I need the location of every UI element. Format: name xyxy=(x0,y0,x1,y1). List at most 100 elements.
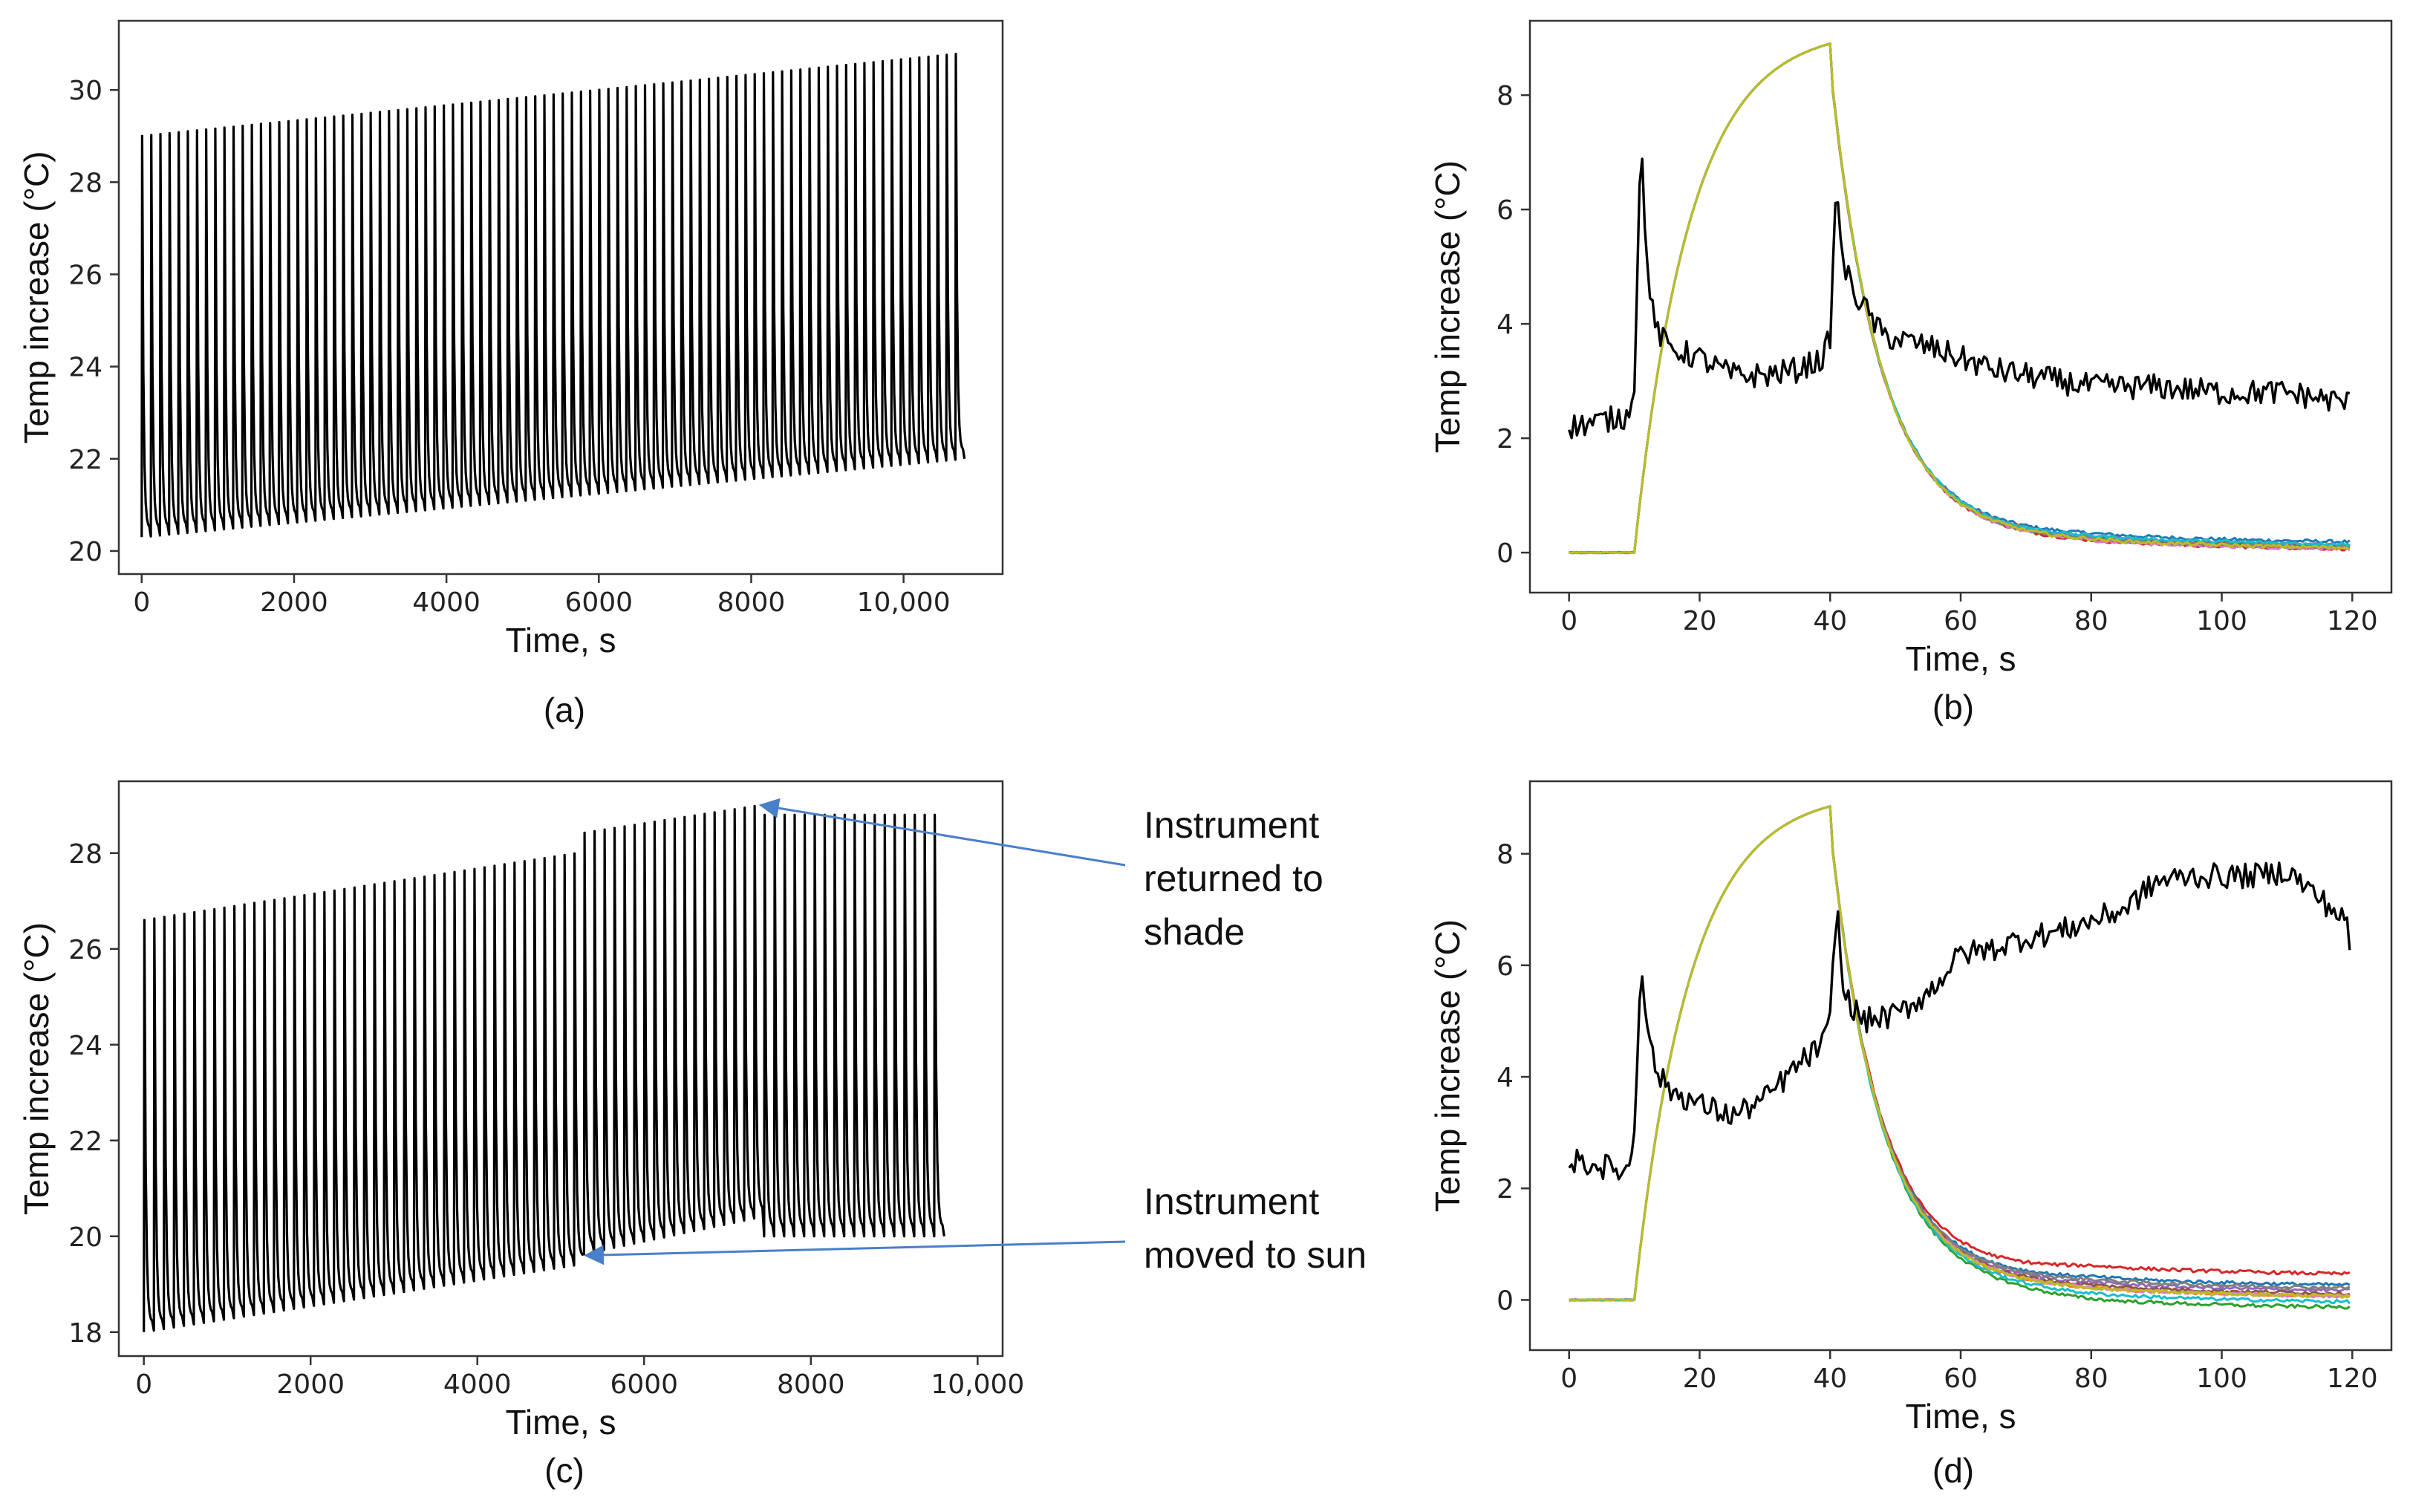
x-tick-label: 60 xyxy=(1944,606,1978,636)
plot-frame xyxy=(1528,19,2393,594)
x-axis-label: Time, s xyxy=(1905,639,2016,678)
panel-caption: (b) xyxy=(1932,688,1974,726)
reference-series-line xyxy=(1568,861,2351,1181)
x-tick-label: 20 xyxy=(1683,606,1717,636)
y-tick-label: 26 xyxy=(68,935,102,965)
series-line xyxy=(140,53,966,538)
series-line xyxy=(1569,42,2351,555)
panel-b: 0 20 40 60 80 100 120 0 2 4 6 8 Time, s Temp increase… xyxy=(1428,19,2393,726)
series-line xyxy=(1569,805,2351,1302)
panel-caption: (c) xyxy=(544,1451,584,1490)
annotation-text: shade xyxy=(1144,911,1245,953)
annotation-text: Instrument xyxy=(1144,804,1319,846)
series-line xyxy=(1569,42,2350,555)
x-tick-label: 120 xyxy=(2327,1363,2378,1394)
panel-caption: (d) xyxy=(1932,1451,1974,1490)
y-axis-label: Temp increase (°C) xyxy=(1428,160,1467,453)
series-line xyxy=(1569,42,2351,555)
y-tick-label: 0 xyxy=(1497,1285,1514,1316)
series-line xyxy=(1569,805,2351,1302)
y-tick-label: 28 xyxy=(68,839,102,870)
series-line xyxy=(1569,42,2351,555)
y-tick-label: 22 xyxy=(68,1127,102,1157)
y-tick-label: 8 xyxy=(1497,840,1514,870)
x-tick-label: 4000 xyxy=(412,587,481,618)
series-line xyxy=(1569,805,2351,1302)
reference-series-line xyxy=(1568,157,2350,440)
annotation-moved-to-sun: Instrument moved to sun xyxy=(583,1181,1367,1276)
series-line xyxy=(1569,42,2351,555)
series-line xyxy=(1569,42,2351,555)
y-tick-label: 20 xyxy=(68,537,102,567)
x-axis-label: Time, s xyxy=(505,1403,616,1441)
x-tick-label: 120 xyxy=(2327,606,2378,636)
y-tick-label: 2 xyxy=(1497,1174,1514,1205)
y-axis-label: Temp increase (°C) xyxy=(17,922,56,1215)
x-tick-label: 20 xyxy=(1683,1363,1717,1394)
series-line xyxy=(1569,805,2351,1302)
plot-frame xyxy=(117,780,1004,1358)
annotation-returned-to-shade: Instrument returned to shade xyxy=(758,798,1323,953)
x-tick-label: 0 xyxy=(133,587,150,618)
y-tick-label: 2 xyxy=(1497,424,1514,454)
y-tick-label: 24 xyxy=(68,1031,102,1061)
x-tick-label: 0 xyxy=(135,1369,152,1400)
annotation-arrow xyxy=(758,798,1126,867)
y-tick-label: 20 xyxy=(68,1222,102,1253)
series-line xyxy=(1569,805,2351,1302)
series-line xyxy=(1569,805,2351,1302)
series-line xyxy=(1569,42,2350,555)
series-line xyxy=(1569,42,2350,555)
annotation-text: moved to sun xyxy=(1144,1234,1367,1276)
y-tick-label: 4 xyxy=(1497,1063,1514,1093)
x-tick-label: 2000 xyxy=(276,1369,345,1400)
y-axis-label: Temp increase (°C) xyxy=(1428,919,1467,1212)
x-tick-label: 100 xyxy=(2196,606,2247,636)
series-line xyxy=(1569,805,2351,1310)
y-tick-label: 0 xyxy=(1497,538,1514,569)
x-tick-label: 8000 xyxy=(777,1369,845,1400)
y-tick-label: 24 xyxy=(68,353,102,383)
x-tick-label: 2000 xyxy=(260,587,328,618)
series-line xyxy=(1569,42,2351,555)
series-line xyxy=(1569,805,2351,1305)
panel-caption: (a) xyxy=(544,691,585,729)
x-tick-label: 80 xyxy=(2074,606,2108,636)
plot-frame xyxy=(117,19,1004,576)
x-tick-label: 10,000 xyxy=(931,1369,1024,1400)
x-tick-label: 40 xyxy=(1813,606,1847,636)
x-tick-label: 8000 xyxy=(717,587,786,618)
x-axis-label: Time, s xyxy=(1905,1397,2016,1436)
annotation-arrow xyxy=(583,1240,1126,1265)
y-tick-label: 6 xyxy=(1497,951,1514,982)
x-tick-label: 100 xyxy=(2196,1363,2247,1394)
x-tick-label: 0 xyxy=(1560,1363,1577,1394)
x-tick-label: 10,000 xyxy=(857,587,951,618)
series-line xyxy=(143,804,945,1332)
y-tick-label: 6 xyxy=(1497,195,1514,226)
y-tick-label: 22 xyxy=(68,445,102,475)
x-tick-label: 80 xyxy=(2074,1363,2108,1394)
plot-frame xyxy=(1528,780,2393,1352)
y-tick-label: 26 xyxy=(68,260,102,290)
annotation-text: Instrument xyxy=(1144,1181,1319,1222)
y-axis-label: Temp increase (°C) xyxy=(17,151,56,443)
panel-c: 0 2000 4000 6000 8000 10,000 18 20 22 24 26 28 Time,… xyxy=(17,780,1367,1490)
x-tick-label: 6000 xyxy=(564,587,633,618)
y-tick-label: 18 xyxy=(68,1318,102,1349)
series-line xyxy=(1569,42,2351,555)
x-tick-label: 6000 xyxy=(610,1369,678,1400)
y-tick-label: 28 xyxy=(68,168,102,198)
y-tick-label: 4 xyxy=(1497,310,1514,340)
panel-a: 0 2000 4000 6000 8000 10,000 20 22 24 26 28 30 Time,… xyxy=(17,19,1004,729)
x-tick-label: 4000 xyxy=(443,1369,512,1400)
y-tick-label: 8 xyxy=(1497,81,1514,111)
series-line xyxy=(1569,805,2351,1302)
x-tick-label: 0 xyxy=(1560,606,1577,636)
panel-d: 0 20 40 60 80 100 120 0 2 4 6 8 Time, s Temp increase… xyxy=(1428,780,2393,1490)
annotation-text: returned to xyxy=(1144,858,1323,899)
x-axis-label: Time, s xyxy=(505,621,616,659)
y-tick-label: 30 xyxy=(68,76,102,106)
series-line xyxy=(1569,805,2351,1302)
